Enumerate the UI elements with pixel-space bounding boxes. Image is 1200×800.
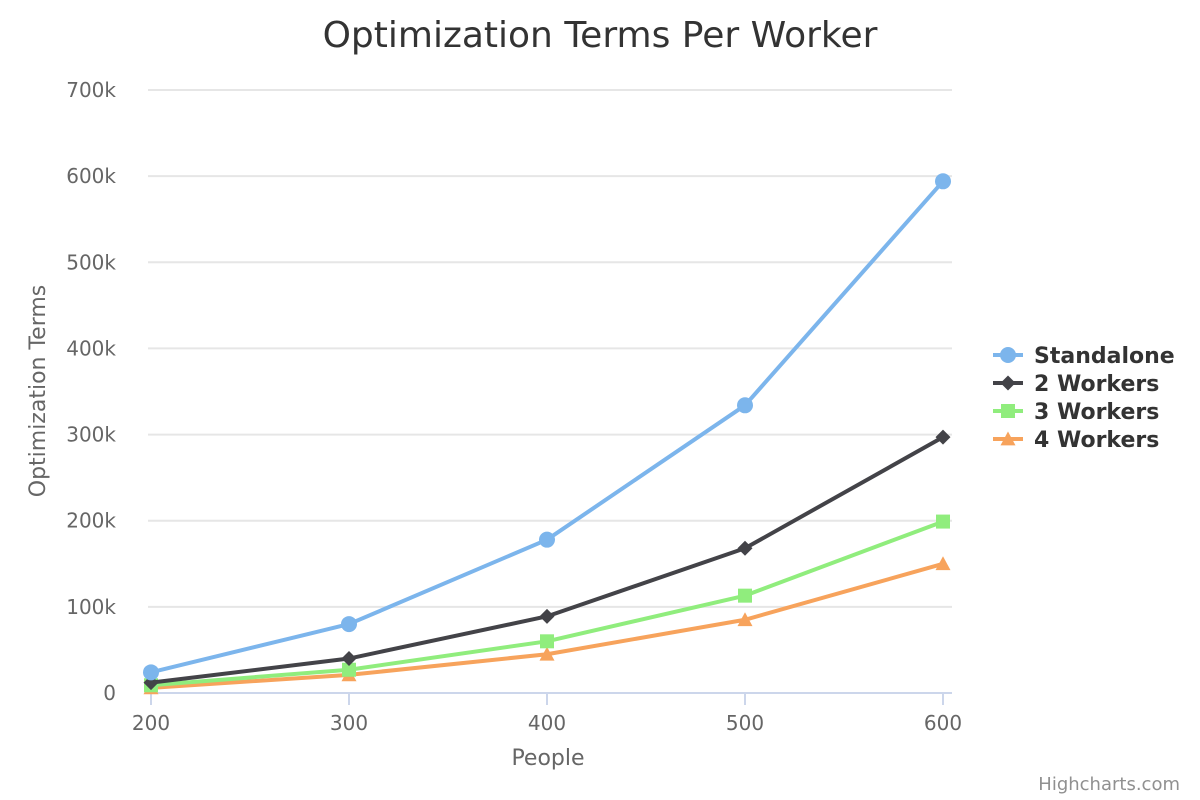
legend[interactable]: Standalone 2 Workers 3 Workers 4 Workers (993, 344, 1175, 453)
legend-item[interactable]: 4 Workers (993, 428, 1159, 453)
legend-item[interactable]: Standalone (993, 344, 1175, 369)
x-axis-title: People (511, 746, 584, 771)
y-tick-label: 100k (66, 595, 116, 619)
x-tick-label: 200 (132, 711, 170, 735)
credits-link[interactable]: Highcharts.com (1038, 774, 1180, 795)
legend-item[interactable]: 2 Workers (993, 372, 1159, 397)
y-tick-label: 0 (103, 681, 116, 705)
y-tick-label: 300k (66, 423, 116, 447)
legend-item[interactable]: 3 Workers (993, 400, 1159, 425)
legend-marker (1000, 347, 1016, 363)
series-4-workers (143, 556, 951, 695)
x-tick-label: 400 (528, 711, 566, 735)
y-axis-title: Optimization Terms (26, 285, 51, 498)
x-tick-label: 300 (330, 711, 368, 735)
y-tick-label: 400k (66, 336, 116, 360)
data-point[interactable] (737, 397, 753, 414)
y-tick-label: 500k (66, 250, 116, 274)
y-tick-label: 700k (66, 78, 116, 102)
data-point[interactable] (935, 173, 951, 190)
legend-marker (1001, 404, 1015, 418)
grid-lines (148, 89, 952, 608)
legend-label: 2 Workers (1034, 372, 1159, 397)
data-point[interactable] (539, 646, 555, 661)
data-point[interactable] (341, 651, 357, 667)
legend-label: 3 Workers (1034, 400, 1159, 425)
data-point[interactable] (738, 588, 752, 603)
data-point[interactable] (935, 556, 951, 571)
data-point[interactable] (342, 662, 356, 677)
x-tick-label: 500 (726, 711, 764, 735)
legend-label: Standalone (1034, 344, 1175, 369)
y-axis: 0 100k 200k 300k 400k 500k 600k 700k (66, 78, 116, 705)
legend-label: 4 Workers (1034, 428, 1159, 453)
data-point[interactable] (737, 612, 753, 627)
data-point[interactable] (143, 664, 159, 681)
legend-marker (1000, 375, 1016, 391)
x-tick-label: 600 (924, 711, 962, 735)
data-point[interactable] (935, 429, 951, 445)
series-standalone (143, 173, 951, 681)
chart-title: Optimization Terms Per Worker (323, 15, 878, 56)
y-tick-label: 200k (66, 509, 116, 533)
data-point[interactable] (540, 634, 554, 649)
data-point[interactable] (539, 608, 555, 624)
y-tick-label: 600k (66, 164, 116, 188)
legend-marker (1000, 431, 1016, 446)
data-point[interactable] (539, 531, 555, 548)
x-axis: 200 300 400 500 600 (132, 692, 962, 735)
data-point[interactable] (341, 616, 357, 633)
data-point[interactable] (737, 540, 753, 556)
data-point[interactable] (936, 514, 950, 529)
series-group (143, 173, 951, 695)
